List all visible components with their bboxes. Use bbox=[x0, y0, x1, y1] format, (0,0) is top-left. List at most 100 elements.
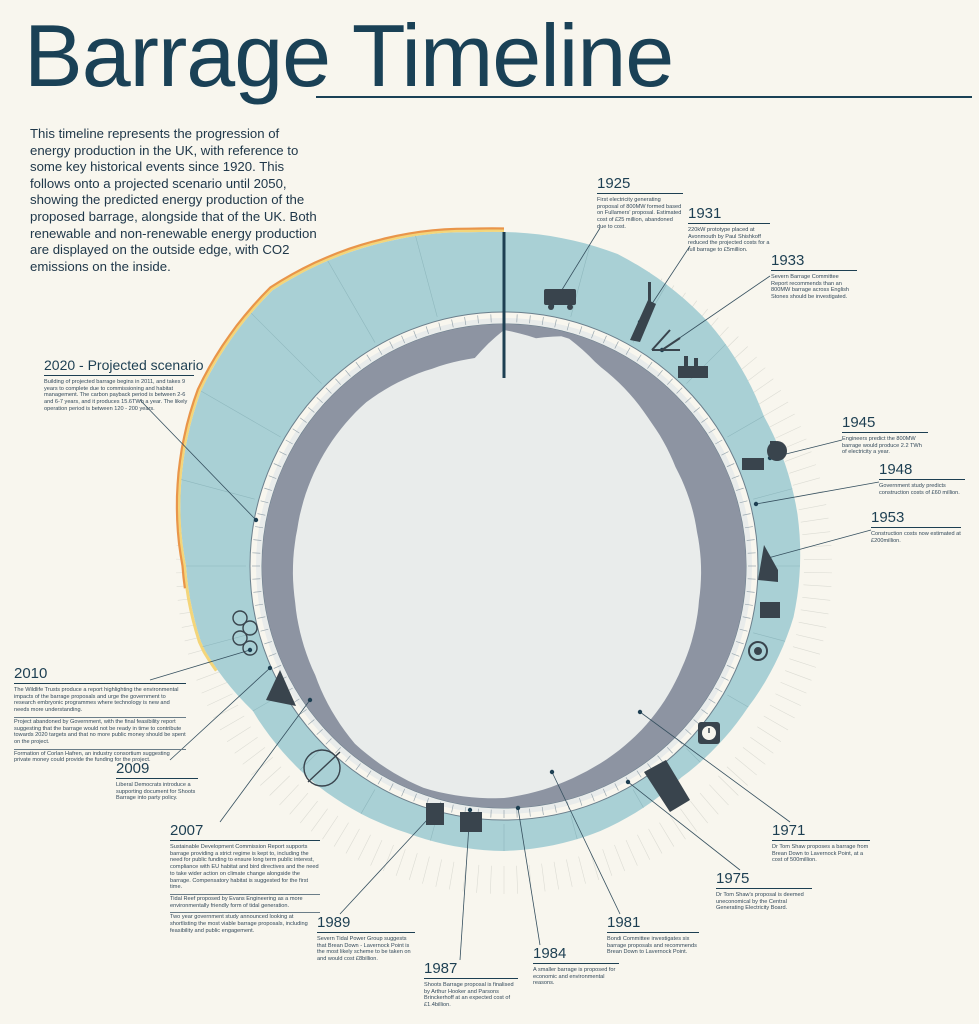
ring-tick bbox=[345, 755, 351, 763]
ring-tick bbox=[307, 719, 315, 725]
ring-tick bbox=[676, 387, 683, 394]
ring-tick bbox=[735, 641, 744, 645]
tick-mark bbox=[279, 784, 299, 806]
tick-mark bbox=[435, 859, 442, 887]
ring-tick bbox=[602, 335, 607, 344]
ring-tick bbox=[591, 330, 595, 339]
event-1975: 1975 Dr Tom Shaw's proposal is deemed un… bbox=[716, 870, 812, 912]
ring-tick bbox=[285, 439, 293, 445]
ring-tick bbox=[614, 341, 619, 349]
page-title: Barrage Timeline bbox=[24, 6, 674, 105]
event-text: Government study predicts construction c… bbox=[879, 483, 960, 496]
event-year: 1989 bbox=[317, 914, 415, 933]
year-spoke bbox=[200, 390, 281, 438]
ring-tick bbox=[451, 804, 454, 813]
bus-icon bbox=[544, 289, 576, 310]
event-year: 1953 bbox=[871, 509, 961, 528]
tick-mark bbox=[785, 670, 812, 681]
ring-tick bbox=[625, 347, 631, 355]
ring-tick bbox=[273, 664, 282, 669]
event-year: 1925 bbox=[597, 175, 683, 194]
ring-tick bbox=[307, 407, 315, 413]
event-1981: 1981 Bondi Committee investigates six ba… bbox=[607, 914, 699, 956]
ring-tick bbox=[253, 539, 262, 541]
event-year: 2020 - Projected scenario bbox=[44, 357, 204, 376]
year-spoke bbox=[727, 415, 764, 438]
ring-tick bbox=[366, 770, 372, 778]
tick-mark bbox=[602, 849, 613, 876]
tick-mark bbox=[699, 792, 719, 815]
ring-tick bbox=[377, 777, 383, 785]
ring-tick bbox=[726, 463, 735, 468]
ring-tick bbox=[742, 616, 751, 619]
tick-mark bbox=[757, 726, 782, 743]
event-1945: 1945 Engineers predict the 800MW barrage… bbox=[842, 414, 928, 456]
atom-icon bbox=[748, 641, 768, 661]
event-text: Building of projected barrage begins in … bbox=[44, 379, 188, 412]
ring-tick bbox=[355, 763, 361, 771]
tick-mark bbox=[800, 609, 829, 615]
ring-tick bbox=[401, 335, 406, 344]
tick-mark bbox=[213, 704, 239, 719]
tick-mark bbox=[476, 864, 480, 893]
ring-tick bbox=[657, 369, 663, 377]
tick-mark bbox=[803, 584, 832, 587]
tick-mark bbox=[251, 756, 274, 776]
tick-mark bbox=[803, 571, 832, 574]
event-2009: 2009 Liberal Democrats introduce a suppo… bbox=[116, 760, 198, 802]
tick-mark bbox=[242, 747, 266, 765]
year-spoke bbox=[181, 479, 255, 500]
ring-tick bbox=[731, 653, 740, 657]
event-1925: 1925 First electricity generating propos… bbox=[597, 175, 683, 231]
leader-line bbox=[627, 781, 741, 871]
ring-tick bbox=[541, 806, 544, 815]
event-2020: 2020 - Projected scenario Building of pr… bbox=[44, 357, 204, 413]
ring-tick bbox=[253, 591, 262, 593]
tick-mark bbox=[300, 800, 318, 824]
year-spoke bbox=[686, 748, 701, 763]
bunker-icon bbox=[758, 545, 778, 582]
ring-tick bbox=[335, 378, 341, 385]
ring-tick bbox=[389, 783, 394, 791]
ring-tick bbox=[264, 641, 273, 645]
tick-mark bbox=[798, 504, 827, 511]
ring-tick bbox=[636, 770, 642, 778]
ring-tick bbox=[529, 808, 531, 817]
tick-mark bbox=[796, 634, 824, 642]
event-text: Bondi Committee investigates six barrage… bbox=[607, 936, 697, 956]
ring-tick bbox=[693, 407, 701, 413]
event-1931: 1931 220kW prototype placed at Avonmouth… bbox=[688, 205, 770, 254]
event-text: 220kW prototype placed at Avonmouth by P… bbox=[688, 227, 770, 254]
tick-mark bbox=[333, 822, 349, 847]
ring-tick bbox=[685, 397, 692, 403]
ring-tick bbox=[413, 330, 417, 339]
ring-tick bbox=[566, 322, 570, 331]
ring-tick bbox=[335, 747, 341, 754]
event-dot bbox=[637, 709, 643, 715]
event-text: The Wildlife Trusts produce a report hig… bbox=[14, 687, 179, 714]
event-year: 1931 bbox=[688, 205, 770, 224]
ring-tick bbox=[366, 354, 372, 362]
event-text: Severn Tidal Power Group suggests that B… bbox=[317, 936, 411, 963]
tick-mark bbox=[800, 517, 829, 523]
event-dot bbox=[247, 647, 253, 653]
tick-mark bbox=[726, 766, 748, 786]
tick-mark bbox=[269, 775, 290, 796]
tick-mark bbox=[310, 808, 328, 832]
tick-mark bbox=[792, 646, 820, 655]
event-1933: 1933 Severn Barrage Committee Report rec… bbox=[771, 252, 857, 301]
ring-tick bbox=[325, 387, 332, 394]
ring-tick bbox=[579, 797, 583, 806]
event-dot bbox=[253, 517, 259, 523]
ring-tick bbox=[731, 475, 740, 479]
ring-tick bbox=[744, 603, 753, 606]
tick-mark bbox=[449, 861, 455, 890]
event-text-3: Formation of Corlan Hafren, an industry … bbox=[14, 748, 186, 764]
leader-line bbox=[517, 807, 541, 946]
leader-line bbox=[149, 649, 251, 681]
event-text: Construction costs now estimated at £200… bbox=[871, 531, 961, 544]
title-underline bbox=[316, 96, 972, 98]
tick-mark bbox=[578, 856, 586, 884]
event-dot bbox=[515, 805, 521, 811]
tick-mark bbox=[789, 658, 817, 668]
